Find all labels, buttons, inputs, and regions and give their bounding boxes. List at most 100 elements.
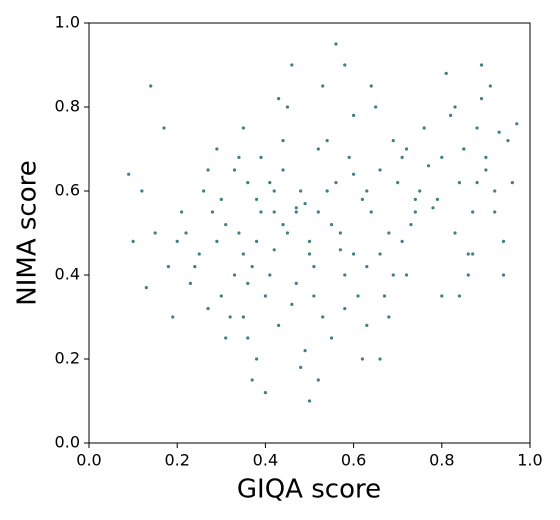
point [307, 239, 312, 243]
point [290, 302, 294, 306]
point [254, 357, 259, 361]
point [497, 130, 501, 134]
point [188, 281, 193, 285]
point [263, 391, 267, 395]
point [329, 223, 334, 227]
point [334, 42, 338, 46]
point [127, 172, 131, 176]
point [215, 239, 219, 243]
point [131, 239, 135, 243]
point [343, 63, 347, 67]
point [210, 210, 215, 214]
point [281, 168, 285, 172]
point [479, 63, 484, 67]
point [475, 126, 479, 130]
point [321, 84, 325, 88]
point [299, 189, 303, 193]
point [162, 126, 166, 130]
point [316, 147, 320, 151]
point [475, 181, 479, 185]
point [281, 223, 285, 227]
x-tick-label: 0.2 [164, 451, 189, 470]
point [241, 126, 245, 130]
point [369, 210, 373, 214]
x-axis-label: GIQA score [237, 475, 381, 505]
point [241, 252, 245, 256]
point [400, 155, 404, 159]
point [263, 294, 267, 298]
point [149, 84, 153, 88]
point [396, 181, 400, 185]
y-tick-label: 0.6 [55, 181, 80, 200]
point [382, 294, 387, 298]
x-tick-label: 0.4 [253, 451, 278, 470]
point [391, 139, 395, 143]
point [501, 273, 506, 277]
point [457, 294, 462, 298]
point [440, 155, 444, 159]
plot-frame [88, 22, 531, 444]
point [232, 168, 237, 172]
x-tick-label: 0.8 [429, 451, 454, 470]
point [378, 357, 382, 361]
point [246, 336, 250, 340]
point [435, 197, 439, 201]
point [259, 210, 263, 214]
point [493, 189, 497, 193]
point [215, 147, 219, 151]
y-tick-label: 1.0 [55, 13, 80, 32]
point [404, 273, 409, 277]
point [316, 378, 320, 382]
point [325, 189, 329, 193]
point [254, 239, 259, 243]
point [462, 147, 466, 151]
point [466, 252, 470, 256]
point [369, 84, 373, 88]
point [378, 168, 382, 172]
point [232, 273, 237, 277]
point [325, 139, 329, 143]
point [268, 181, 272, 185]
point [365, 323, 369, 327]
point [277, 97, 281, 101]
point [501, 239, 506, 243]
point [413, 197, 417, 201]
point [237, 155, 241, 159]
point [307, 252, 312, 256]
point [457, 181, 462, 185]
point [206, 307, 210, 311]
point [387, 231, 391, 235]
point [206, 168, 210, 172]
point [272, 210, 276, 214]
point [360, 197, 365, 201]
point [294, 206, 298, 210]
point [488, 84, 492, 88]
point [343, 273, 347, 277]
point [224, 223, 228, 227]
point [360, 357, 365, 361]
y-tick-label: 0.2 [55, 349, 80, 368]
point [493, 210, 497, 214]
point [453, 231, 457, 235]
x-tick-label: 0.0 [76, 451, 101, 470]
point [440, 294, 444, 298]
point [352, 252, 356, 256]
point [237, 231, 241, 235]
point [166, 265, 170, 269]
point [365, 189, 369, 193]
y-tick-label: 0.4 [55, 265, 80, 284]
point [246, 281, 250, 285]
point [224, 336, 228, 340]
point [277, 323, 281, 327]
x-tick-label: 0.6 [341, 451, 366, 470]
y-axis-label: NIMA score [13, 160, 43, 305]
point [184, 231, 188, 235]
point [347, 155, 351, 159]
point [254, 197, 259, 201]
point [471, 210, 475, 214]
point [404, 147, 409, 151]
point [285, 231, 290, 235]
point [268, 273, 272, 277]
point [171, 315, 175, 319]
